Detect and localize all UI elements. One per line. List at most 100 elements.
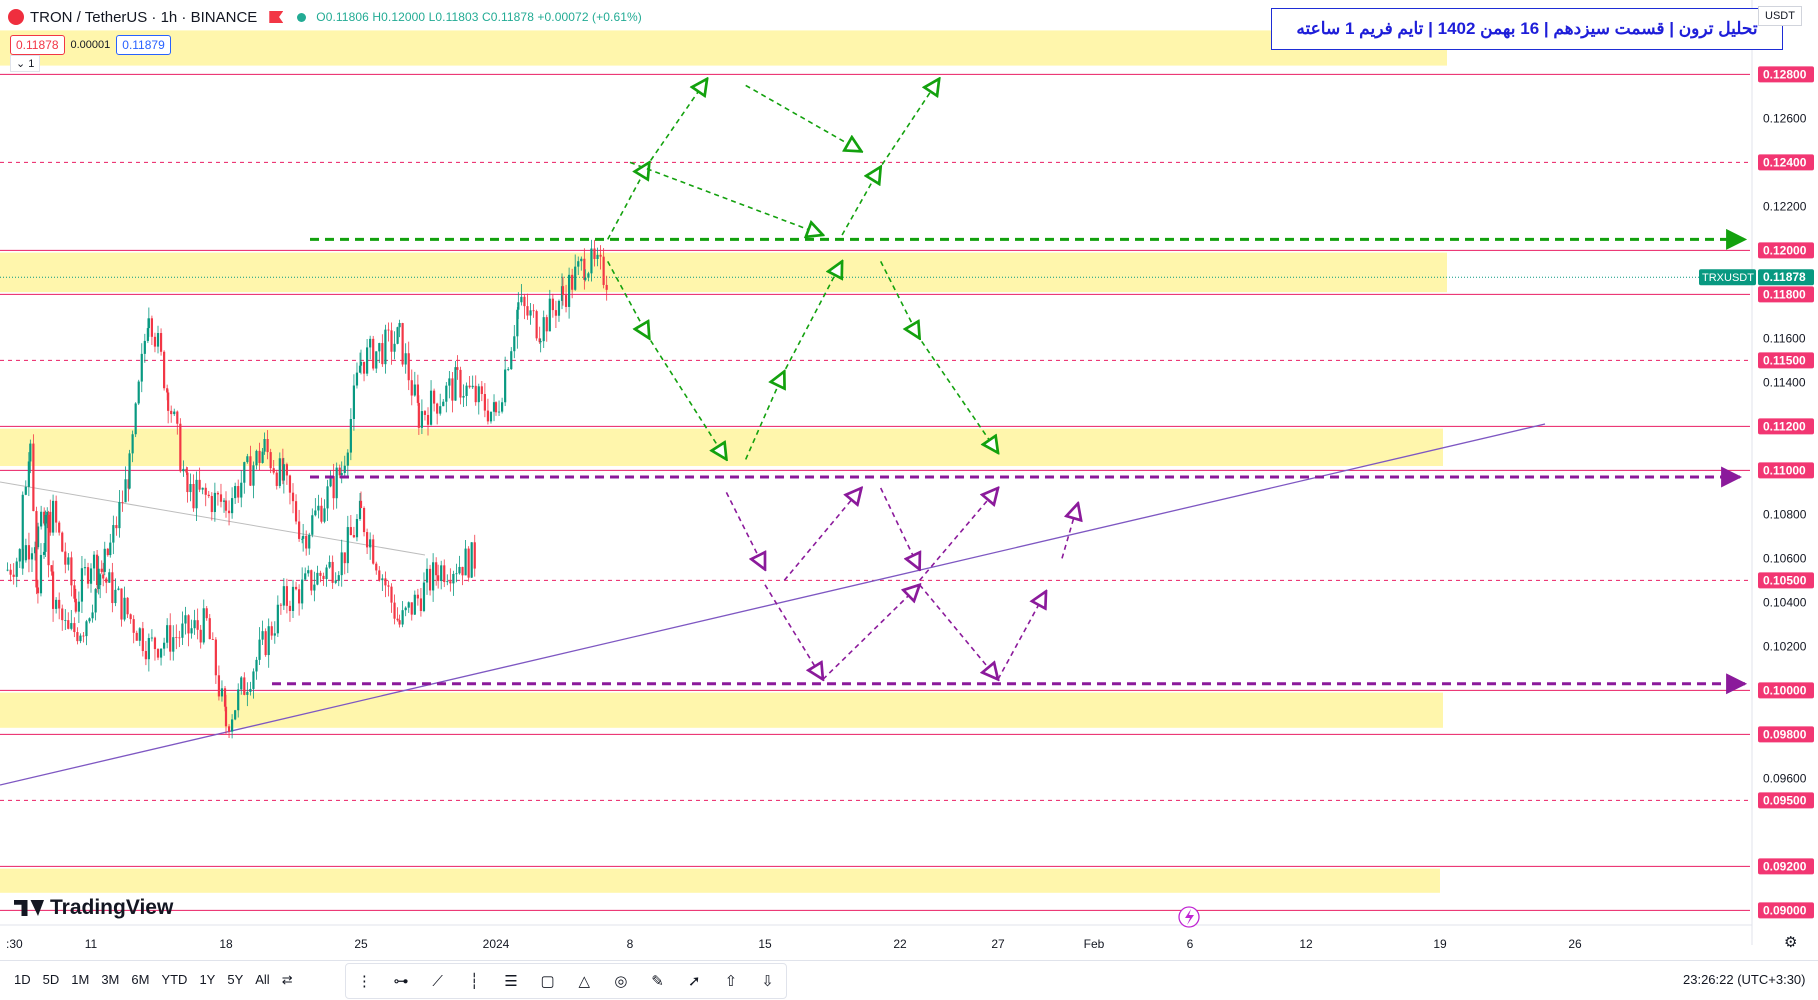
period-1m[interactable]: 1M: [71, 972, 90, 987]
candle-body: [473, 542, 476, 569]
triangle-icon[interactable]: △: [578, 973, 591, 990]
period-3m[interactable]: 3M: [101, 972, 120, 987]
rectangle-icon[interactable]: ▢: [540, 973, 555, 990]
candle-body: [417, 402, 420, 428]
candle-body: [584, 277, 587, 280]
crosshair-icon[interactable]: ⊶: [393, 973, 409, 990]
period-6m[interactable]: 6M: [131, 972, 150, 987]
price-level-label: 0.11800: [1763, 287, 1806, 301]
candle-body: [375, 351, 378, 369]
candle-body: [413, 594, 416, 615]
candle-body: [167, 392, 170, 411]
candle-body: [593, 248, 596, 259]
candle-body: [213, 492, 216, 513]
candle-body: [243, 677, 246, 695]
candle-body: [64, 620, 67, 621]
candle-body: [237, 486, 240, 498]
candle-body: [301, 538, 304, 540]
period-selector: 1D 5D 1M 3M 6M YTD 1Y 5Y All ⇄: [14, 972, 293, 988]
candle-body: [70, 623, 73, 629]
candle-body: [47, 514, 50, 566]
lightning-icon[interactable]: [1178, 906, 1200, 928]
candle-body: [67, 620, 70, 629]
chart-canvas[interactable]: 0.12600 0.12200 0.11600 0.11400 0.10800 0.106…: [0, 0, 1818, 960]
candle-body: [118, 502, 121, 529]
candle-body: [105, 578, 108, 583]
price-tick-label: 0.09600: [1763, 771, 1807, 785]
candle-body: [85, 621, 88, 637]
vertical-line-icon[interactable]: ┆: [469, 973, 479, 990]
arrow-up-icon[interactable]: ⇧: [724, 973, 738, 990]
candle-body: [159, 648, 163, 658]
arrow-down-icon[interactable]: ⇩: [761, 973, 774, 990]
candle-body: [249, 688, 252, 692]
time-tick-label: 27: [991, 937, 1005, 951]
candle-body: [393, 343, 396, 352]
candle-body: [422, 582, 426, 611]
candle-body: [302, 535, 305, 539]
symbol-title[interactable]: TRON / TetherUS · 1h · BINANCE: [30, 8, 258, 26]
arrow-icon[interactable]: ➚: [687, 973, 701, 990]
candle-body: [486, 410, 490, 422]
candle-body: [196, 620, 199, 630]
period-all[interactable]: All: [255, 972, 270, 987]
indicator-toggle[interactable]: ⌄ 1: [10, 55, 41, 72]
circle-icon[interactable]: ◎: [614, 973, 628, 990]
candle-body: [190, 628, 193, 634]
candle-body: [193, 620, 196, 629]
settings-icon[interactable]: ⚙: [1784, 934, 1798, 951]
candle-body: [99, 574, 102, 586]
candle-body: [322, 575, 325, 579]
period-1y[interactable]: 1Y: [199, 972, 216, 987]
trendline-icon[interactable]: ⟋: [432, 972, 443, 990]
period-5y[interactable]: 5Y: [227, 972, 244, 987]
candle-body: [143, 340, 146, 354]
ohlc-high: H0.12000: [372, 10, 426, 24]
indicator-count: 1: [28, 58, 35, 70]
candle-body: [240, 482, 243, 498]
candle-body: [419, 598, 423, 611]
buy-price-button[interactable]: 0.11879: [116, 35, 171, 55]
candle-body: [70, 557, 73, 586]
compare-icon[interactable]: ⇄: [281, 972, 293, 987]
candle-body: [51, 571, 55, 609]
candle-body: [602, 256, 605, 285]
tradingview-logo[interactable]: TradingView: [14, 896, 173, 920]
candle-body: [378, 570, 381, 581]
price-tick-label: 0.10200: [1763, 639, 1807, 653]
candle-body: [401, 323, 404, 365]
fib-icon[interactable]: ☰: [504, 973, 518, 990]
period-5d[interactable]: 5D: [42, 972, 60, 987]
period-ytd[interactable]: YTD: [161, 972, 188, 987]
currency-selector[interactable]: USDT: [1758, 6, 1802, 26]
period-1d[interactable]: 1D: [14, 972, 31, 987]
brush-icon[interactable]: ✎: [651, 973, 664, 990]
candle-body: [455, 573, 458, 575]
candle-body: [398, 620, 401, 625]
candle-body: [172, 637, 175, 652]
candle-body: [340, 473, 343, 476]
candle-body: [404, 353, 407, 365]
candles: [6, 239, 608, 739]
candle-body: [407, 602, 410, 608]
candle-body: [234, 486, 237, 499]
candle-body: [266, 439, 269, 453]
candle-body: [187, 615, 190, 634]
candle-body: [325, 567, 328, 579]
price-level-tag: [1758, 286, 1814, 303]
time-tick-label: 6: [1187, 937, 1194, 951]
sell-price-button[interactable]: 0.11878: [10, 35, 65, 55]
candle-body: [288, 475, 292, 493]
candle-body: [234, 710, 237, 720]
candle-body: [279, 604, 282, 606]
candle-body: [378, 343, 381, 352]
candle-body: [328, 561, 331, 568]
candle-body: [132, 619, 135, 633]
candle-body: [346, 527, 349, 564]
candle-body: [369, 539, 372, 548]
candle-body: [355, 372, 359, 386]
drag-handle-icon[interactable]: ⋮: [356, 973, 372, 990]
flag-icon[interactable]: [269, 11, 284, 23]
candle-body: [55, 500, 58, 523]
time-tick-label: 15: [758, 937, 772, 951]
